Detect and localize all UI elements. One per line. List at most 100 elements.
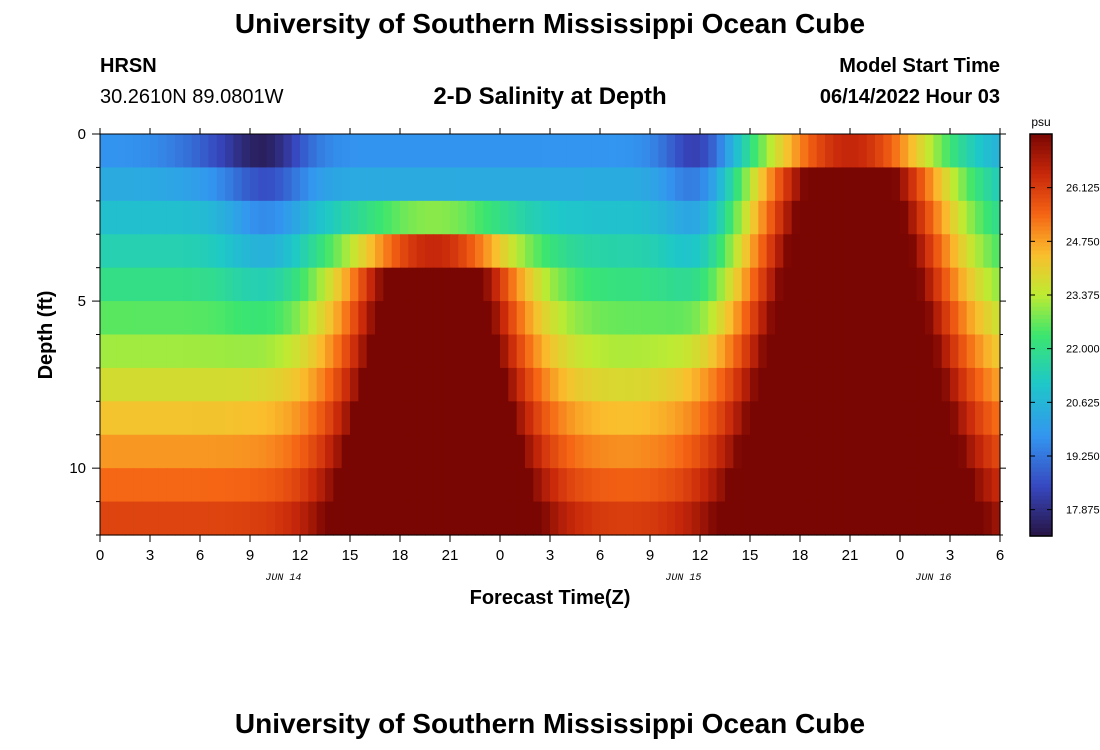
x-tick-label: 6 xyxy=(596,547,604,564)
heatmap-cell xyxy=(125,234,134,269)
heatmap-cell xyxy=(850,334,859,369)
heatmap-cell xyxy=(558,301,568,336)
colorbar-segment xyxy=(1030,142,1052,147)
heatmap-cell xyxy=(383,367,393,402)
heatmap-cell xyxy=(300,167,309,202)
heatmap-cell xyxy=(700,468,709,503)
heatmap-cell xyxy=(508,367,518,402)
heatmap-cell xyxy=(433,434,443,469)
heatmap-cell xyxy=(141,334,151,369)
heatmap-cell xyxy=(191,468,201,503)
heatmap-cell xyxy=(508,468,518,503)
heatmap-cell xyxy=(758,367,768,402)
heatmap-cell xyxy=(941,401,951,436)
heatmap-cell xyxy=(333,501,343,536)
heatmap-cell xyxy=(241,468,251,503)
heatmap-cell xyxy=(541,267,551,302)
heatmap-cell xyxy=(616,468,626,503)
colorbar-segment xyxy=(1030,343,1052,348)
heatmap-cell xyxy=(458,501,468,536)
heatmap-cell xyxy=(483,334,493,369)
heatmap-cell xyxy=(383,501,393,536)
heatmap-cell xyxy=(191,367,201,402)
heatmap-cell xyxy=(466,334,476,369)
heatmap-cell xyxy=(525,334,534,369)
heatmap-cell xyxy=(416,501,426,536)
heatmap-cell xyxy=(791,468,801,503)
heatmap-cell xyxy=(991,200,1001,235)
heatmap-cell xyxy=(591,301,601,336)
heatmap-cell xyxy=(258,134,268,169)
heatmap-cell xyxy=(391,334,401,369)
heatmap-cell xyxy=(133,367,143,402)
heatmap-cell xyxy=(400,200,409,235)
heatmap-cell xyxy=(158,167,168,202)
heatmap-cell xyxy=(441,301,451,336)
heatmap-cell xyxy=(625,334,634,369)
heatmap-cell xyxy=(750,434,759,469)
colorbar-segment xyxy=(1030,479,1052,485)
heatmap-cell xyxy=(866,134,876,169)
heatmap-cell xyxy=(733,167,743,202)
heatmap-cell xyxy=(216,167,226,202)
heatmap-cell xyxy=(766,234,776,269)
heatmap-cell xyxy=(433,334,443,369)
colorbar-segment xyxy=(1030,523,1052,529)
heatmap-cell xyxy=(800,301,809,336)
heatmap-cell xyxy=(400,134,409,169)
heatmap-cell xyxy=(250,334,259,369)
heatmap-cell xyxy=(575,167,584,202)
heatmap-cell xyxy=(533,234,543,269)
heatmap-cell xyxy=(191,334,201,369)
heatmap-cell xyxy=(666,167,676,202)
colorbar-frame xyxy=(1029,133,1053,537)
heatmap-cell xyxy=(708,501,718,536)
heatmap-cell xyxy=(150,468,159,503)
heatmap-cell xyxy=(766,334,776,369)
heatmap-cell xyxy=(525,301,534,336)
colorbar-segment xyxy=(1030,246,1052,252)
heatmap-cell xyxy=(200,301,209,336)
heatmap-cell xyxy=(433,167,443,202)
heatmap-cell xyxy=(608,334,618,369)
heatmap-cell xyxy=(783,234,793,269)
heatmap-cell xyxy=(175,301,184,336)
heatmap-cell xyxy=(633,200,643,235)
heatmap-cell xyxy=(816,267,826,302)
heatmap-cell xyxy=(666,434,676,469)
colorbar-segment xyxy=(1030,150,1052,155)
heatmap-cell xyxy=(275,434,284,469)
heatmap-cell xyxy=(433,200,443,235)
heatmap-cell xyxy=(750,367,759,402)
heatmap-cell xyxy=(750,267,759,302)
heatmap-cell xyxy=(341,234,351,269)
colorbar-segment xyxy=(1030,387,1052,392)
heatmap-cell xyxy=(866,367,876,402)
heatmap-cell xyxy=(616,434,626,469)
heatmap-cell xyxy=(533,367,543,402)
heatmap-cell xyxy=(908,301,918,336)
heatmap-cell xyxy=(341,401,351,436)
heatmap-cell xyxy=(333,334,343,369)
heatmap-cell xyxy=(683,367,693,402)
heatmap-cell xyxy=(575,434,584,469)
heatmap-cell xyxy=(625,301,634,336)
heatmap-cell xyxy=(358,167,368,202)
heatmap-cell xyxy=(700,301,709,336)
heatmap-cell xyxy=(608,301,618,336)
heatmap-cell xyxy=(508,267,518,302)
heatmap-cell xyxy=(741,367,751,402)
heatmap-cell xyxy=(425,234,434,269)
heatmap-cell xyxy=(950,234,959,269)
heatmap-cell xyxy=(691,434,701,469)
heatmap-cell xyxy=(850,501,859,536)
heatmap-cell xyxy=(150,434,159,469)
heatmap-cell xyxy=(441,401,451,436)
heatmap-cell xyxy=(366,434,376,469)
heatmap-cell xyxy=(200,434,209,469)
heatmap-cell xyxy=(183,234,193,269)
heatmap-cell xyxy=(941,334,951,369)
heatmap-cell xyxy=(416,167,426,202)
heatmap-cell xyxy=(575,234,584,269)
colorbar-segment xyxy=(1030,178,1052,183)
